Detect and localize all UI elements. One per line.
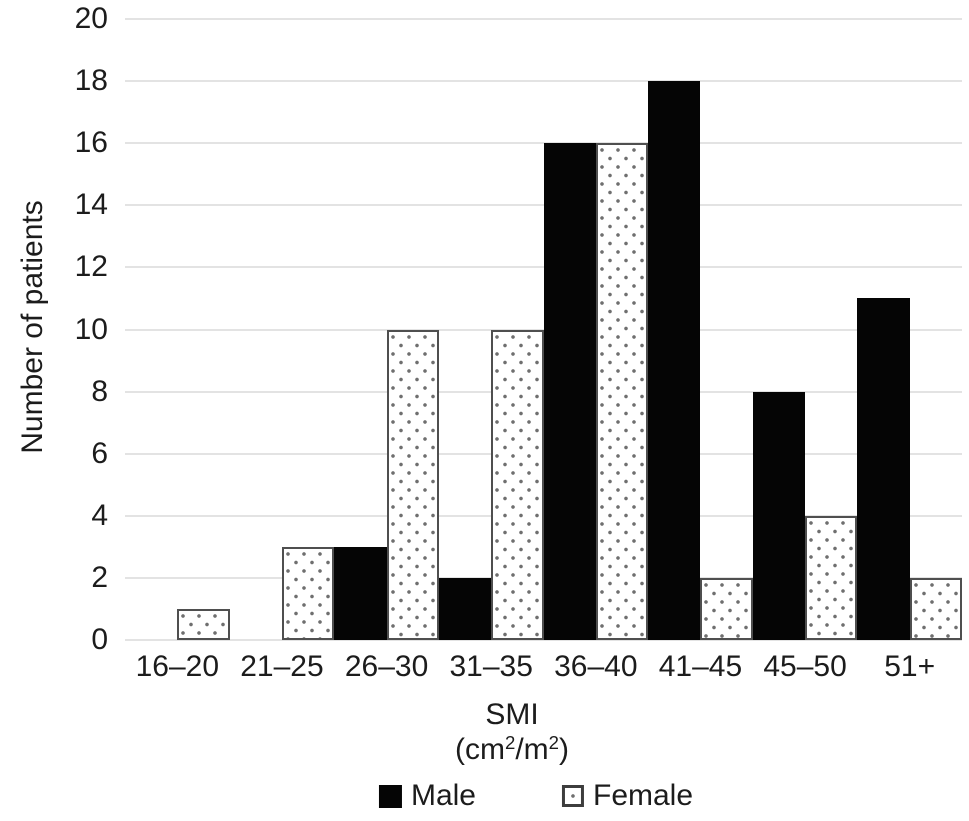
female-swatch-icon: [561, 785, 584, 807]
y-tick-label-2: 2: [91, 560, 108, 594]
x-axis-unit-sup2: 2: [548, 731, 559, 753]
x-tick-label-41–45: 41–45: [658, 650, 743, 683]
x-axis-unit-prefix: (cm: [455, 733, 505, 766]
x-tick-label-45–50: 45–50: [763, 650, 847, 683]
y-tick-label-8: 8: [91, 374, 108, 408]
x-axis-title-line1: SMI: [485, 698, 539, 731]
y-tick-label-16: 16: [74, 126, 108, 160]
bar-male-31–35: [438, 577, 492, 640]
x-axis-unit-suffix: ): [559, 733, 569, 766]
legend-item-female: Female: [561, 779, 694, 813]
y-tick-label-6: 6: [91, 436, 108, 470]
bar-female-31–35: [491, 329, 544, 640]
bar-male-36–40: [543, 143, 596, 640]
legend-item-male: Male: [378, 779, 476, 813]
bar-female-26–30: [386, 329, 439, 640]
x-axis-unit-sup1: 2: [504, 731, 516, 753]
gridline-18: [125, 80, 962, 83]
y-tick-label-0: 0: [91, 623, 108, 656]
x-tick-label-16–20: 16–20: [135, 650, 220, 683]
bar-female-36–40: [595, 143, 649, 640]
legend-label-female: Female: [592, 779, 694, 812]
x-tick-label-26–30: 26–30: [344, 650, 429, 683]
bar-male-41–45: [648, 81, 701, 640]
legend: Male Female: [378, 779, 694, 813]
x-tick-label-36–40: 36–40: [554, 650, 638, 683]
x-axis-title: SMI (cm2/m2): [455, 697, 569, 770]
legend-label-male: Male: [410, 779, 476, 812]
y-tick-label-4: 4: [91, 498, 108, 532]
y-tick-label-12: 12: [74, 250, 108, 284]
x-tick-label-21–25: 21–25: [240, 650, 324, 683]
x-axis-unit-mid: /m: [515, 733, 549, 766]
y-tick-label-18: 18: [74, 64, 108, 98]
bar-female-45–50: [805, 515, 858, 640]
gridline-20: [125, 18, 962, 20]
bar-male-26–30: [334, 546, 387, 640]
bar-male-45–50: [752, 391, 806, 640]
x-tick-label-31–35: 31–35: [449, 650, 533, 683]
bar-female-41–45: [700, 577, 753, 640]
gridline-0: [125, 639, 962, 641]
bar-female-51+: [909, 577, 962, 640]
bar-female-21–25: [281, 546, 335, 640]
y-tick-label-14: 14: [74, 188, 108, 222]
bar-male-51+: [857, 298, 910, 640]
bar-female-16–20: [177, 608, 230, 640]
x-axis-title-line2: (cm2/m2): [455, 732, 569, 770]
x-tick-label-51+: 51+: [884, 650, 936, 683]
y-tick-label-20: 20: [74, 2, 108, 35]
male-swatch-icon: [378, 784, 402, 808]
y-tick-label-10: 10: [74, 312, 108, 346]
